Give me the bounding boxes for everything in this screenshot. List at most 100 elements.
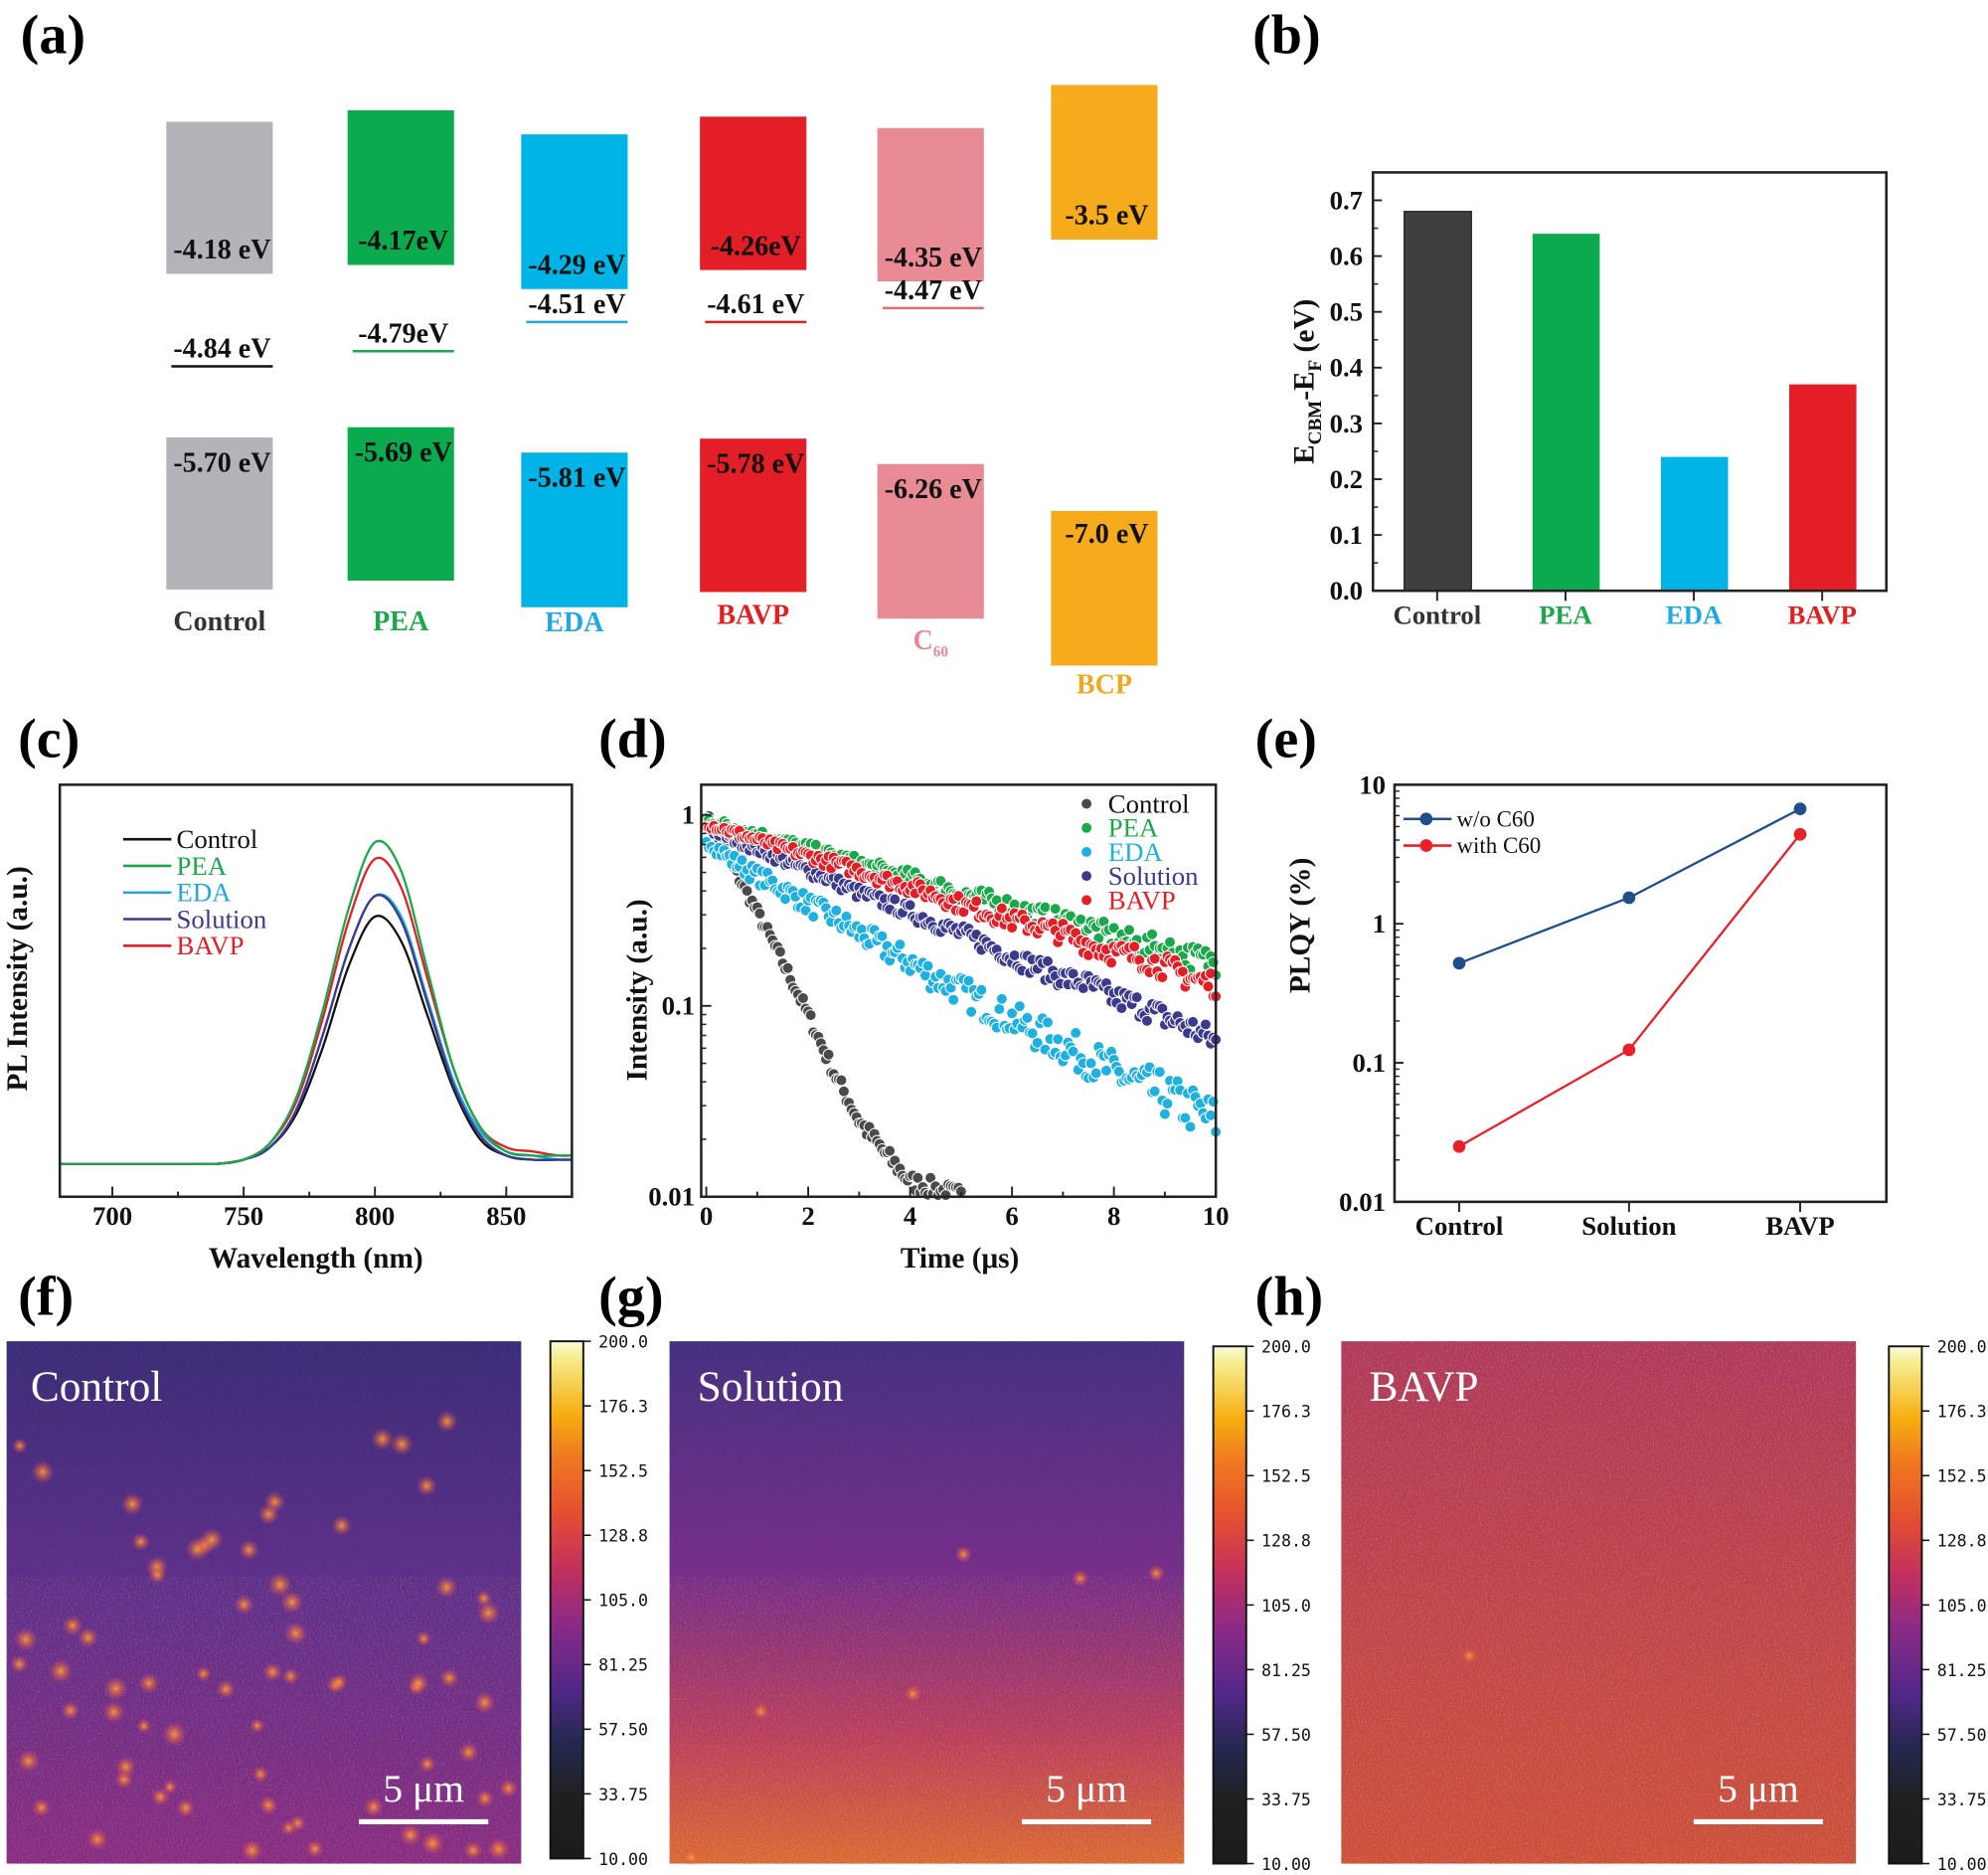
- legend-marker: [1080, 894, 1093, 907]
- pl-map-bavp: BAVP 5 μm: [1341, 1341, 1857, 1864]
- legend-label: PEA: [177, 851, 228, 881]
- cbm-value: -3.5 eV: [1065, 201, 1148, 232]
- legend-label: EDA: [177, 878, 233, 908]
- vbm-bar: [166, 436, 273, 590]
- data-point-bavp: [1128, 940, 1141, 953]
- bright-spot: [415, 1630, 432, 1647]
- series-line-eda: [60, 893, 573, 1166]
- x-tick-label: PEA: [1539, 599, 1592, 629]
- y-label-mid: -E: [1288, 371, 1320, 400]
- x-tick-label: EDA: [1666, 599, 1723, 629]
- vbm-bar: [347, 426, 454, 582]
- data-point-eda: [807, 911, 820, 924]
- y-tick-label: 0.1: [1330, 520, 1363, 550]
- legend-marker: [1080, 821, 1093, 834]
- data-point-control: [753, 907, 766, 920]
- pl-maps: Control 5 μm 200.0 176.3 152.5 128.8 105.0 81.2…: [6, 1333, 1987, 1874]
- colorbar-tick-label: 33.75: [598, 1786, 648, 1804]
- data-point-eda: [876, 930, 889, 942]
- bright-spot: [161, 1721, 188, 1748]
- plot-frame: [700, 783, 1218, 1199]
- bright-spot: [904, 1684, 922, 1703]
- bright-spot: [77, 1626, 99, 1648]
- y-tick-label: 10: [1359, 769, 1386, 799]
- cbm-bar: [347, 109, 454, 265]
- bright-spot: [954, 1545, 973, 1564]
- bright-spot: [1460, 1646, 1479, 1665]
- colorbar-gradient: [549, 1340, 584, 1860]
- colorbar-tick-label: 105.0: [1937, 1597, 1987, 1616]
- y-tick-label: 0.3: [1330, 409, 1363, 438]
- bright-spot: [31, 1797, 52, 1817]
- colorbar-tick-label: 33.75: [1937, 1790, 1987, 1809]
- legend-label: w/o C60: [1456, 806, 1534, 831]
- data-point-pea: [1207, 955, 1220, 968]
- y-axis-label: PLQY (%): [1285, 858, 1317, 994]
- data-point-eda: [975, 983, 988, 996]
- data-point-bavp: [1148, 952, 1161, 965]
- data-point-solution: [1199, 1018, 1212, 1031]
- legend-marker: [1419, 812, 1433, 826]
- y-label-sub: CBM: [1305, 401, 1326, 445]
- bright-spot: [476, 1601, 501, 1625]
- y-label-main: E: [1288, 444, 1320, 464]
- legend-label: EDA: [1108, 837, 1164, 867]
- bar-eda: [1660, 456, 1729, 592]
- data-point-control: [804, 1009, 817, 1022]
- bright-spot: [267, 1572, 293, 1598]
- panel-label-h: (h): [1255, 1266, 1324, 1327]
- legend-label: Control: [1108, 788, 1190, 818]
- bright-spot: [103, 1676, 128, 1701]
- cbm-value: -4.18 eV: [173, 235, 270, 265]
- colorbar-tick-label: 57.50: [598, 1721, 648, 1740]
- bar-chart-cbm-ef: Control PEA EDA BAVP 0.0 0.1 0.2 0.3 0.4 0.5 0.6 0.…: [1288, 171, 1889, 629]
- bright-spot: [148, 1566, 167, 1585]
- bright-spot: [289, 1814, 307, 1832]
- pl-map-label: Control: [31, 1363, 162, 1411]
- bright-spot: [48, 1658, 74, 1684]
- data-point-bavp: [1105, 956, 1118, 969]
- x-tick-label: 0: [700, 1201, 713, 1231]
- legend-marker: [1080, 797, 1093, 810]
- data-point-eda: [1205, 1108, 1218, 1121]
- y-tick-label: 0.0: [1330, 576, 1363, 605]
- y-tick-label: 0.5: [1330, 297, 1363, 327]
- colorbar-gradient: [1888, 1345, 1923, 1865]
- panel-label-b: (b): [1252, 5, 1321, 67]
- colorbar-tick-label: 10.00: [598, 1850, 648, 1869]
- vbm-value: -5.69 eV: [355, 437, 452, 468]
- bright-spot: [62, 1615, 83, 1636]
- data-point-control: [796, 992, 809, 1004]
- bright-spot: [85, 1827, 108, 1851]
- legend-label: Solution: [177, 904, 267, 934]
- y-label-unit: (eV): [1288, 299, 1320, 360]
- y-tick-label: 0.1: [1353, 1048, 1386, 1078]
- vbm-value: -7.0 eV: [1065, 519, 1148, 550]
- series-line: [1458, 807, 1801, 964]
- legend-marker: [1080, 870, 1093, 883]
- bright-spot: [473, 1691, 496, 1714]
- colorbar: 200.0 176.3 152.5 128.8 105.0 81.25 57.50 33.75…: [1888, 1338, 1987, 1874]
- pl-map-noise: [6, 1576, 522, 1864]
- material-subscript: 60: [933, 644, 949, 661]
- bright-spot: [475, 1590, 493, 1608]
- x-axis-label: Time (μs): [901, 1243, 1019, 1275]
- colorbar-tick-label: 200.0: [1937, 1338, 1987, 1357]
- bright-spot: [417, 1755, 436, 1774]
- trpl-decay-chart: 0 2 4 6 8 10 1 0.1 0.01 Time (μs) Intensity (a.u.)…: [622, 783, 1230, 1275]
- bright-spot: [136, 1718, 152, 1734]
- data-point-eda: [830, 904, 843, 917]
- bright-spot: [234, 1594, 254, 1616]
- data-point-eda: [1021, 1011, 1034, 1024]
- bright-spot: [176, 1797, 196, 1818]
- data-point-pea: [934, 875, 947, 888]
- colorbar-tick-label: 176.3: [1261, 1403, 1311, 1422]
- colorbar-tick-label: 152.5: [1261, 1467, 1311, 1486]
- y-tick-label: 1: [1373, 909, 1386, 938]
- y-label-sub: F: [1305, 360, 1326, 372]
- data-point: [1452, 1139, 1466, 1153]
- bright-spot: [120, 1492, 144, 1516]
- colorbar-tick-label: 128.8: [1261, 1532, 1311, 1551]
- data-point-eda: [1089, 1067, 1102, 1080]
- x-tick-label: Solution: [1581, 1211, 1676, 1241]
